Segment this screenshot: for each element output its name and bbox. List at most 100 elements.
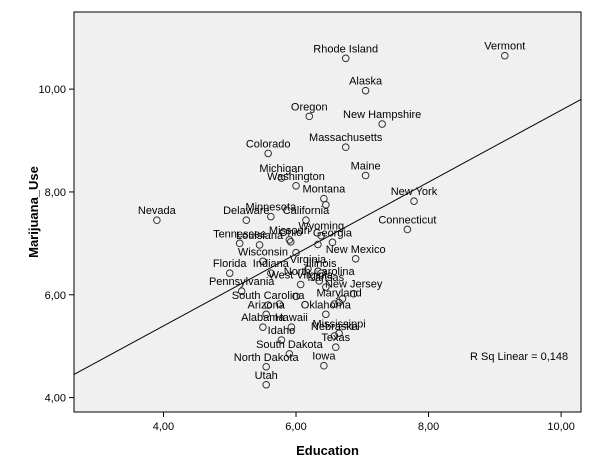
data-point [292,248,300,257]
data-point [341,143,350,152]
point-label: Minnesota [245,202,297,214]
data-point [285,235,294,244]
point-label: Maryland [316,287,361,299]
data-point [302,216,310,225]
point-label: Illinois [306,258,337,270]
data-point [255,241,264,249]
data-point [267,212,275,221]
data-point [322,283,330,291]
data-point [335,329,343,338]
point-label: Missouri [269,225,310,237]
point-label: Iowa [312,351,336,363]
data-point [259,257,267,266]
data-point [242,216,251,225]
fit-line-layer [73,98,582,375]
x-tick-label: 4,00 [153,421,174,433]
data-point [292,181,300,190]
data-point [264,301,272,309]
points-layer [153,51,509,389]
x-tick-label: 6,00 [285,421,306,433]
data-point [328,238,337,247]
data-point [305,112,314,121]
y-tick-label: 8,00 [45,187,66,199]
point-label: Montana [302,184,346,196]
plot-area [73,11,582,413]
point-label: Pennsylvania [209,276,275,288]
data-point [262,310,270,319]
point-label: Vermont [484,41,525,53]
point-label: Idaho [268,325,296,337]
point-label: Georgia [313,227,353,239]
point-label: Oregon [291,101,328,113]
data-point [322,201,330,209]
data-point [330,300,339,308]
point-label: New Mexico [326,244,386,256]
data-point [304,265,312,273]
data-point [335,298,343,307]
data-point [351,254,360,263]
data-point [500,51,509,60]
point-label: Alabama [241,312,285,324]
point-label: Texas [321,332,350,344]
data-point [378,120,386,128]
point-label: North Dakota [234,352,300,364]
point-label: South Carolina [232,290,306,302]
point-label: Connecticut [378,214,436,226]
axes-layer: 4,00 6,00 8,00 10,00 4,00 6,00 8,00 10,00 [38,84,574,433]
point-label: California [283,205,330,217]
data-point [277,336,286,344]
point-label: Nebraska [311,321,359,333]
point-label: Alaska [349,76,383,88]
data-point [286,238,295,246]
point-labels-layer: Rhode Island Vermont Alaska Oregon New Hamps… [138,41,525,382]
data-point [287,323,296,331]
data-point [317,269,326,277]
data-point [296,280,305,289]
data-point [330,332,339,340]
point-label: Massachusetts [309,132,383,144]
x-tick-label: 8,00 [418,421,439,433]
point-label: Virginia [290,254,327,266]
point-label: Tennessee [213,228,266,240]
data-point [349,289,358,298]
data-point [262,380,270,389]
y-tick-label: 6,00 [45,290,66,302]
data-point [267,269,275,277]
r-squared-label: R Sq Linear = 0,148 [470,351,568,363]
x-tick-label: 10,00 [547,421,575,433]
data-point [292,292,300,301]
point-label: New York [391,186,438,198]
data-point [262,362,270,371]
data-point [153,216,161,225]
y-axis-title: Marijuana_Use [26,166,41,258]
point-label: Maine [351,160,381,172]
point-label: West Virginia [268,269,333,281]
point-label: Indiana [253,258,290,270]
data-point [285,350,294,358]
point-label: New Hampshire [343,109,421,121]
data-point [237,287,246,295]
data-point [341,54,350,63]
data-point [410,197,418,206]
y-tick-label: 4,00 [45,393,66,405]
point-label: Louisiana [236,230,284,242]
data-point [225,269,234,277]
point-label: Utah [255,370,278,382]
data-point [403,225,412,234]
fit-line [73,98,582,375]
data-point [277,174,286,182]
point-label: Arizona [248,299,286,311]
data-point [275,300,284,308]
data-point [320,361,328,370]
data-point [361,171,370,180]
point-label: Rhode Island [313,43,378,55]
data-point [314,240,322,249]
data-point [331,343,340,352]
y-tick-label: 10,00 [38,84,66,96]
point-label: Michigan [259,163,303,175]
point-label: Colorado [246,138,291,150]
point-label: South Dakota [256,339,324,351]
data-point [315,277,324,285]
point-label: New Jersey [325,279,383,291]
